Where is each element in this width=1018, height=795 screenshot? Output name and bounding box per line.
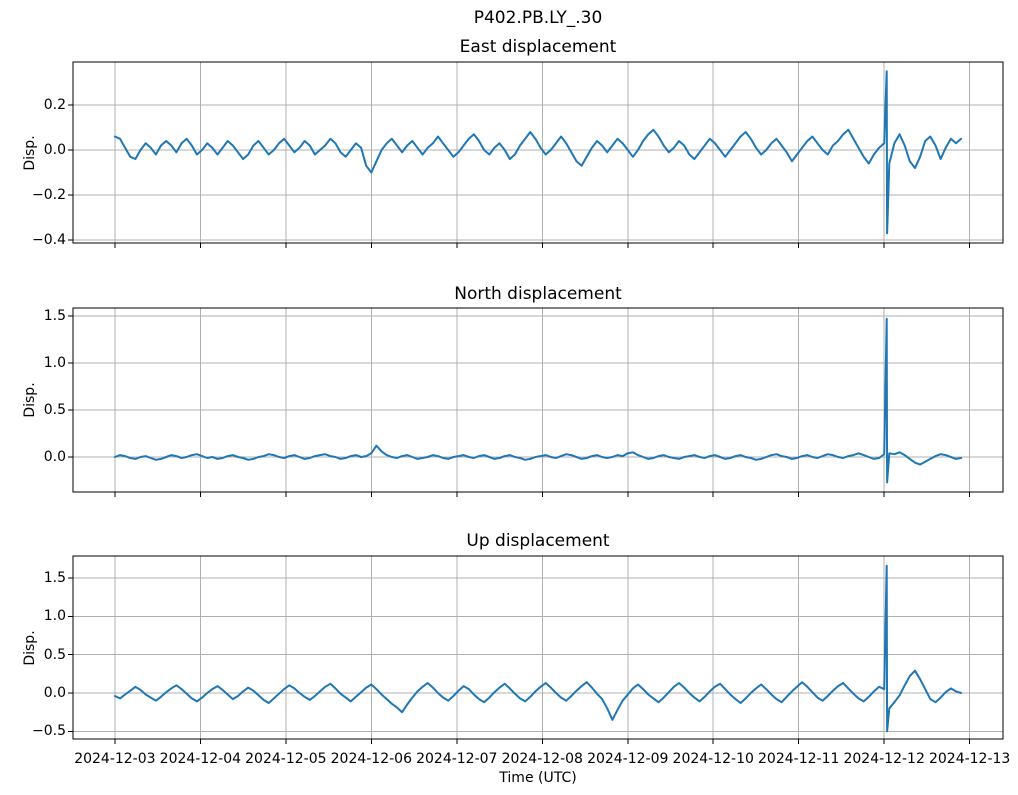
x-tick-label: 2024-12-08 (501, 751, 583, 767)
x-tick-label: 2024-12-06 (330, 751, 412, 767)
x-tick-label: 2024-12-10 (672, 751, 754, 767)
y-tick-label: 1.0 (43, 608, 66, 625)
x-tick-label: 2024-12-05 (245, 751, 327, 767)
y-tick-label: 0.0 (43, 684, 66, 701)
y-tick-label: 0.2 (43, 96, 66, 113)
y-tick-label: 1.5 (43, 569, 66, 586)
y-tick-label: 0.0 (43, 449, 66, 466)
north-subplot-title: North displacement (454, 284, 622, 304)
y-tick-label: −0.5 (32, 723, 66, 740)
x-tick-label: 2024-12-13 (928, 751, 1011, 767)
figure-suptitle: P402.PB.LY_.30 (473, 8, 603, 28)
x-tick-label: 2024-12-12 (843, 751, 925, 767)
east-subplot-title: East displacement (459, 37, 617, 57)
y-tick-label: −0.4 (32, 232, 66, 249)
x-tick-label: 2024-12-04 (159, 751, 242, 767)
y-tick-label: −0.2 (32, 187, 66, 204)
x-tick-label: 2024-12-03 (74, 751, 156, 767)
y-tick-label: 1.5 (43, 307, 66, 324)
y-tick-label: 0.0 (43, 142, 66, 159)
y-tick-label: 0.5 (43, 646, 66, 663)
x-axis-label: Time (UTC) (499, 770, 577, 786)
x-tick-label: 2024-12-11 (758, 751, 840, 767)
y-tick-label: 1.0 (43, 355, 66, 371)
x-tick-label: 2024-12-07 (416, 751, 498, 767)
y-tick-label: 0.5 (43, 402, 66, 418)
up-subplot-title: Up displacement (466, 531, 610, 551)
x-tick-label: 2024-12-09 (587, 751, 669, 767)
